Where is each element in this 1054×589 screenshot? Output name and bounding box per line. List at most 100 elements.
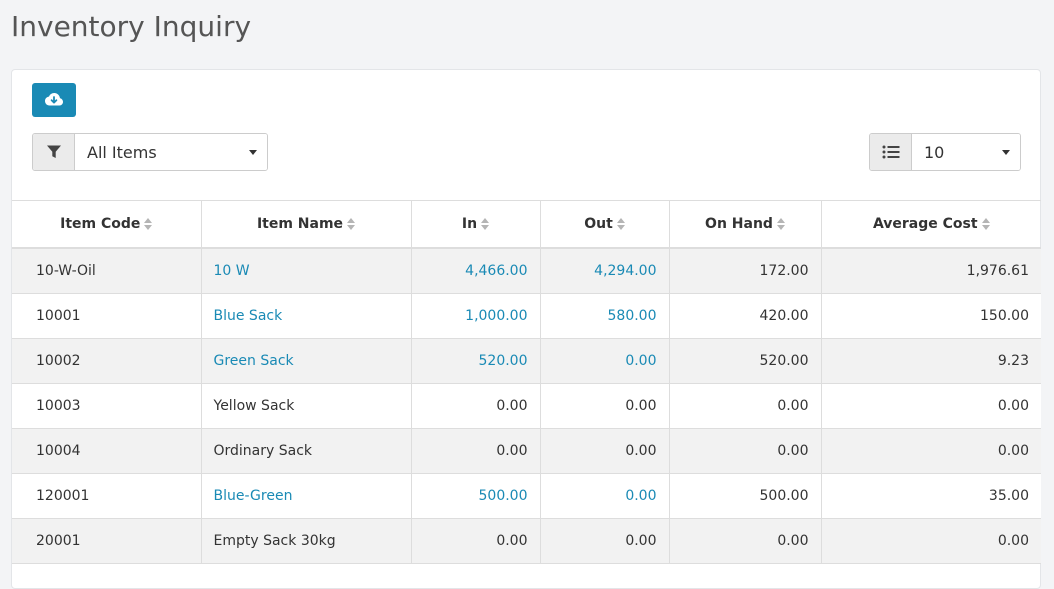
page-title: Inventory Inquiry <box>11 10 252 43</box>
cell-item-name: Blue-Green <box>200 472 412 519</box>
cell-on-hand-text: 0.00 <box>777 397 809 414</box>
cell-on-hand-text: 0.00 <box>777 532 809 549</box>
cell-out-link[interactable]: 0.00 <box>625 352 657 369</box>
cell-item-name: Ordinary Sack <box>200 427 412 474</box>
cell-out: 4,294.00 <box>539 247 670 294</box>
cell-item-code: 10-W-Oil <box>12 247 202 294</box>
cell-in: 4,466.00 <box>410 247 541 294</box>
cell-average-cost: 1,976.61 <box>820 247 1041 294</box>
list-icon <box>882 145 899 159</box>
cell-item-code: 20001 <box>12 517 202 564</box>
cell-item-name: 10 W <box>200 247 412 294</box>
cell-on-hand: 0.00 <box>668 517 822 564</box>
sort-icon <box>347 218 356 230</box>
item-filter-select[interactable]: All Items <box>75 134 267 170</box>
inventory-panel: All Items 10 <box>11 69 1041 589</box>
column-header-average-cost[interactable]: Average Cost <box>820 200 1041 249</box>
column-label: In <box>461 216 478 232</box>
cell-out: 0.00 <box>539 517 670 564</box>
table-row: 10002 Green Sack 520.00 0.00 520.00 9.23 <box>12 337 1041 384</box>
column-header-out[interactable]: Out <box>539 200 670 249</box>
cell-average-cost: 35.00 <box>820 472 1041 519</box>
cell-out: 580.00 <box>539 292 670 339</box>
cell-out-text: 0.00 <box>625 397 657 414</box>
column-header-item-code[interactable]: Item Code <box>12 200 202 249</box>
cell-on-hand: 500.00 <box>668 472 822 519</box>
cell-in-text: 0.00 <box>496 397 528 414</box>
table-header-row: Item Code Item Name In Out On Hand Avera… <box>12 200 1041 249</box>
inventory-table: Item Code Item Name In Out On Hand Avera… <box>12 200 1041 564</box>
cell-item-code-text: 10003 <box>36 397 81 414</box>
page-length-value: 10 <box>924 142 945 162</box>
cell-item-code: 10003 <box>12 382 202 429</box>
cell-item-code-text: 10004 <box>36 442 81 459</box>
cell-average-cost: 0.00 <box>820 517 1041 564</box>
cell-item-name-text: Empty Sack 30kg <box>213 532 336 549</box>
cell-item-name: Empty Sack 30kg <box>200 517 412 564</box>
cell-item-name-link[interactable]: 10 W <box>213 262 250 279</box>
sort-icon <box>481 218 490 230</box>
page-length: 10 <box>869 133 1021 171</box>
inventory-table-wrapper: Item Code Item Name In Out On Hand Avera… <box>12 200 1041 564</box>
cell-item-name-link[interactable]: Blue Sack <box>213 307 283 324</box>
cell-average-cost-text: 9.23 <box>997 352 1029 369</box>
cell-out: 0.00 <box>539 472 670 519</box>
cell-item-code-text: 10-W-Oil <box>36 262 96 279</box>
cell-out-link[interactable]: 4,294.00 <box>594 262 657 279</box>
column-header-in[interactable]: In <box>410 200 541 249</box>
cell-out-link[interactable]: 0.00 <box>625 487 657 504</box>
cell-out-link[interactable]: 580.00 <box>607 307 657 324</box>
cell-on-hand: 520.00 <box>668 337 822 384</box>
cell-item-name-link[interactable]: Green Sack <box>213 352 294 369</box>
cell-in-link[interactable]: 520.00 <box>478 352 528 369</box>
column-label: Item Code <box>60 216 141 232</box>
cell-on-hand: 420.00 <box>668 292 822 339</box>
table-row: 10003 Yellow Sack 0.00 0.00 0.00 0.00 <box>12 382 1041 429</box>
cell-in: 500.00 <box>410 472 541 519</box>
sort-icon <box>144 218 153 230</box>
cell-on-hand: 172.00 <box>668 247 822 294</box>
cell-in: 0.00 <box>410 517 541 564</box>
cell-out-text: 0.00 <box>625 442 657 459</box>
cell-in: 0.00 <box>410 427 541 474</box>
item-filter-value: All Items <box>87 142 157 162</box>
cell-out-text: 0.00 <box>625 532 657 549</box>
cell-in: 520.00 <box>410 337 541 384</box>
column-label: Average Cost <box>872 216 978 232</box>
column-header-item-name[interactable]: Item Name <box>200 200 412 249</box>
cell-on-hand-text: 420.00 <box>759 307 809 324</box>
page-length-addon <box>870 134 912 170</box>
table-row: 10004 Ordinary Sack 0.00 0.00 0.00 0.00 <box>12 427 1041 474</box>
column-header-on-hand[interactable]: On Hand <box>668 200 822 249</box>
cell-average-cost-text: 150.00 <box>980 307 1029 324</box>
cell-average-cost-text: 0.00 <box>997 442 1029 459</box>
cell-on-hand-text: 172.00 <box>759 262 809 279</box>
cell-on-hand-text: 500.00 <box>759 487 809 504</box>
table-row: 120001 Blue-Green 500.00 0.00 500.00 35.00 <box>12 472 1041 519</box>
cell-on-hand: 0.00 <box>668 427 822 474</box>
cell-item-code: 10001 <box>12 292 202 339</box>
cell-out: 0.00 <box>539 427 670 474</box>
cell-average-cost-text: 0.00 <box>997 532 1029 549</box>
column-label: Out <box>584 216 613 232</box>
cell-item-code: 10002 <box>12 337 202 384</box>
download-button[interactable] <box>32 83 76 117</box>
sort-icon <box>981 218 990 230</box>
cell-item-name-text: Yellow Sack <box>213 397 295 414</box>
cell-average-cost-text: 0.00 <box>997 397 1029 414</box>
cell-in-link[interactable]: 4,466.00 <box>465 262 528 279</box>
cell-average-cost: 9.23 <box>820 337 1041 384</box>
cell-out: 0.00 <box>539 382 670 429</box>
cell-in-link[interactable]: 500.00 <box>478 487 528 504</box>
cell-in-link[interactable]: 1,000.00 <box>465 307 528 324</box>
cell-average-cost: 0.00 <box>820 382 1041 429</box>
cell-item-code-text: 10002 <box>36 352 81 369</box>
page-length-select[interactable]: 10 <box>912 134 1020 170</box>
cell-item-name-link[interactable]: Blue-Green <box>213 487 293 504</box>
cell-average-cost: 150.00 <box>820 292 1041 339</box>
cell-item-code-text: 20001 <box>36 532 81 549</box>
cell-in: 0.00 <box>410 382 541 429</box>
sort-icon <box>616 218 625 230</box>
cloud-download-icon <box>45 93 63 106</box>
column-label: On Hand <box>705 216 773 232</box>
